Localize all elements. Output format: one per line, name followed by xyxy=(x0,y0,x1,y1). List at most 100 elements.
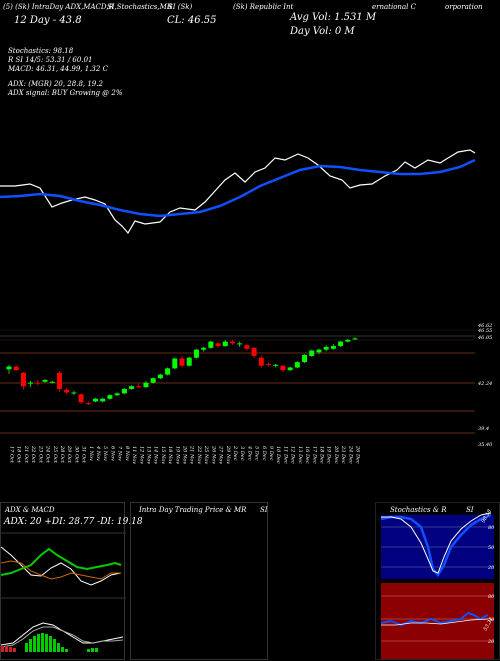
candle-body xyxy=(215,343,221,347)
date-label: 20 Dec xyxy=(333,445,339,464)
intraday-panel: Intra Day Trading Price & MR SI xyxy=(130,502,268,660)
date-label: 7 Nov xyxy=(117,446,123,461)
date-label: 16 Dec xyxy=(304,446,310,464)
stoch-panel-title-b: SI xyxy=(466,506,474,514)
adx-macd-panel: ADX & MACD ADX: 20 +DI: 28.77 -DI: 19.18 xyxy=(0,502,143,660)
date-label: 25 Oct xyxy=(52,445,58,464)
candle-body xyxy=(229,341,235,344)
candle-body xyxy=(316,349,322,353)
candle-body xyxy=(157,374,163,379)
price-axis-label-4: 42.24 xyxy=(477,381,492,387)
date-label: 2 Dec xyxy=(232,445,238,461)
candle-body xyxy=(201,347,207,350)
date-label: 19 Dec xyxy=(326,446,332,464)
intraday-panel-title-b: SI xyxy=(260,506,268,514)
close-value: CL: 46.55 xyxy=(167,15,217,26)
date-label: 28 Oct xyxy=(59,445,65,464)
candle-body xyxy=(114,393,120,396)
candle-body xyxy=(172,358,178,369)
price-axis-label-5: 39.4 xyxy=(478,426,489,432)
date-label: 5 Dec xyxy=(254,446,260,461)
day-vol: Day Vol: 0 M xyxy=(290,26,355,37)
stoch-level-80: 80 xyxy=(488,525,495,531)
candle-body xyxy=(121,388,127,394)
candle-body xyxy=(143,382,149,388)
date-label: 1 Nov xyxy=(88,446,94,461)
date-label: 12 Nov xyxy=(138,446,144,464)
candle-body xyxy=(56,372,62,389)
rsi-readout: R SI 14/5: 53.31 / 60.01 xyxy=(8,56,93,64)
price-axis-label-6: 35.40 xyxy=(478,442,493,448)
stochastics-readout: Stochastics: 98.18 xyxy=(8,47,74,55)
candle-body xyxy=(42,379,48,382)
date-label: 11 Nov xyxy=(131,446,137,464)
price-line xyxy=(0,149,476,235)
stoch-level-20: 20 xyxy=(487,565,495,571)
header-title-part6: orporation xyxy=(445,3,483,11)
date-label: 26 Nov xyxy=(210,445,216,464)
date-label: 23 Oct xyxy=(37,445,43,464)
header-title-part1: (5) (Sk) IntraDay ADX,MACD,R xyxy=(3,3,114,11)
candle-body xyxy=(28,382,34,384)
trend-panel xyxy=(0,149,476,235)
candle-body xyxy=(20,372,26,387)
date-label: 18 Dec xyxy=(318,446,324,464)
adx-readout: ADX: (MGR) 20, 28.8, 19.2 xyxy=(8,80,103,88)
date-label: 21 Nov xyxy=(189,445,195,464)
date-label: 22 Oct xyxy=(30,445,36,464)
date-label: 31 Oct xyxy=(81,446,87,464)
date-label: 27 Nov xyxy=(218,445,224,464)
date-label: 29 Nov xyxy=(225,445,231,464)
date-label: 29 Oct xyxy=(66,445,72,464)
date-label: 20 Nov xyxy=(182,445,188,464)
candle-body xyxy=(280,365,286,371)
macd-line-b xyxy=(1,626,124,648)
date-label: 18 Nov xyxy=(167,446,173,464)
header-title-part3: SI (Sk) xyxy=(168,3,193,11)
date-label: 17 Dec xyxy=(311,446,317,464)
date-label: 4 Nov xyxy=(95,445,101,461)
main-chart: 46.62 46.55 46.05 42.24 39.4 35.40 17 Oc… xyxy=(0,149,493,464)
candle-body xyxy=(93,398,98,402)
candle-body xyxy=(302,354,308,363)
candle-body xyxy=(186,357,192,366)
candle-body xyxy=(71,392,77,394)
date-label: 26 Dec xyxy=(355,445,361,464)
adx-panel-values: ADX: 20 +DI: 28.77 -DI: 19.18 xyxy=(4,517,143,527)
stoch-white-line xyxy=(381,512,492,574)
stoch-level-50: 50 xyxy=(488,545,495,551)
date-label: 13 Nov xyxy=(145,446,151,464)
date-label: 22 Nov xyxy=(196,445,202,464)
header-title-part5: ernational C xyxy=(372,3,416,11)
rsi-level-80: 80 xyxy=(488,594,495,600)
price-axis-label-3: 46.05 xyxy=(477,335,492,341)
date-label: 15 Nov xyxy=(160,446,166,464)
date-label: 23 Dec xyxy=(340,445,346,464)
candle-body xyxy=(35,382,41,384)
date-label: 13 Dec xyxy=(297,446,303,464)
candle-body xyxy=(136,386,142,388)
candle-body xyxy=(345,339,351,342)
candle-body xyxy=(244,345,250,349)
date-label: 6 Nov xyxy=(109,446,115,461)
candle-body xyxy=(107,395,113,399)
date-label: 8 Nov xyxy=(124,446,130,461)
price-axis-label-close: 46.55 xyxy=(477,328,492,334)
adx-line xyxy=(1,546,122,586)
candle-body xyxy=(64,389,70,393)
candle-body xyxy=(251,347,257,356)
date-label: 25 Nov xyxy=(203,445,209,464)
candle-body xyxy=(150,378,156,383)
date-label: 24 Oct xyxy=(45,445,51,464)
candle-body xyxy=(6,366,12,370)
minus-di-line xyxy=(1,560,121,580)
intraday-panel-title: Intra Day Trading Price & MR xyxy=(139,506,247,514)
date-label: 11 Dec xyxy=(282,446,288,464)
price-axis-label-top: 46.62 xyxy=(477,323,492,329)
date-axis: 17 Oct 18 Oct 21 Oct 22 Oct 23 Oct 24 Oct 25 O… xyxy=(9,445,361,464)
date-label: 19 Nov xyxy=(174,446,180,464)
date-label: 14 Nov xyxy=(153,446,159,464)
candle-body xyxy=(237,343,243,345)
rsi-level-50: 50 xyxy=(488,617,495,623)
candle-body xyxy=(179,358,185,366)
